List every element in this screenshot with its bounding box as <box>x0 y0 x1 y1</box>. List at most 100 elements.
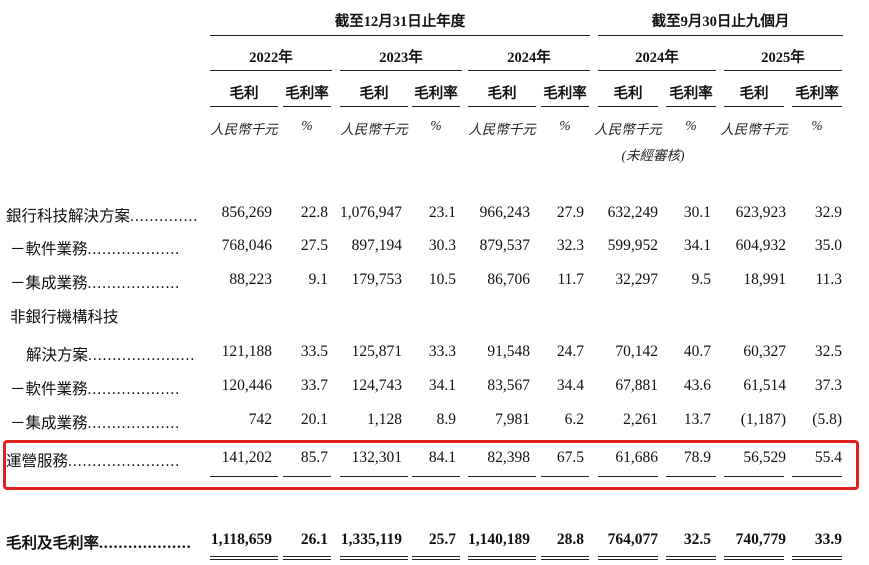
margin-cell: 23.1 <box>428 204 456 221</box>
subtotal-rule <box>412 476 460 477</box>
year-header-2023: 2023年 <box>379 50 423 66</box>
margin-cell: 27.9 <box>556 204 584 221</box>
total-double-rule <box>210 559 278 560</box>
gross-profit-cell: 599,952 <box>607 237 658 254</box>
group-header-year-end-rule <box>210 35 590 36</box>
total-double-rule <box>283 556 331 557</box>
year-rule-2024-9m <box>598 70 716 71</box>
total-double-rule <box>541 556 589 557</box>
gross-profit-cell: 623,923 <box>735 204 786 221</box>
gross-profit-cell: 740,779 <box>735 531 786 548</box>
gross-profit-cell: 1,118,659 <box>210 531 272 548</box>
gross-profit-cell: 86,706 <box>487 271 530 288</box>
margin-cell: 33.5 <box>300 343 328 360</box>
margin-cell: 25.7 <box>428 531 456 548</box>
col-header-margin: 毛利率 <box>795 86 839 102</box>
margin-cell: 13.7 <box>683 411 711 428</box>
row-label: 銀行科技解決方案.............. <box>6 204 198 226</box>
year-rule-2023 <box>340 70 462 71</box>
margin-cell: 32.3 <box>556 237 584 254</box>
row-label-text: －軟件業務 <box>10 241 88 258</box>
unit-percent: % <box>430 118 442 133</box>
leader-dots: .............. <box>130 208 199 225</box>
unit-rmb-thousand: 人民幣千元 <box>210 122 278 137</box>
subtotal-rule <box>283 476 331 477</box>
gross-profit-cell: 764,077 <box>607 531 658 548</box>
margin-cell: 32.5 <box>683 531 711 548</box>
gross-profit-cell: 61,514 <box>743 377 786 394</box>
margin-cell: 22.8 <box>300 204 328 221</box>
margin-cell: 34.1 <box>683 237 711 254</box>
gross-profit-cell: 1,076,947 <box>340 204 402 221</box>
total-double-rule <box>340 559 408 560</box>
gross-profit-cell: 82,398 <box>487 449 530 466</box>
margin-cell: 28.8 <box>556 531 584 548</box>
margin-cell: 32.5 <box>814 343 842 360</box>
margin-cell: 11.3 <box>815 271 842 288</box>
gross-profit-cell: 56,529 <box>743 449 786 466</box>
unit-rmb-thousand: 人民幣千元 <box>720 122 788 137</box>
gross-profit-cell: 1,140,189 <box>468 531 530 548</box>
gross-profit-cell: 88,223 <box>229 271 272 288</box>
group-header-nine-months-rule <box>598 35 843 36</box>
margin-cell: 10.5 <box>428 271 456 288</box>
margin-cell: 55.4 <box>814 449 842 466</box>
row-label: －集成業務................... <box>10 271 180 293</box>
total-double-rule <box>412 559 460 560</box>
unaudited-note: (未經審核) <box>621 148 685 163</box>
leader-dots: ................... <box>99 535 192 552</box>
col-rule <box>340 106 408 107</box>
year-header-2022: 2022年 <box>249 50 293 66</box>
margin-cell: 43.6 <box>683 377 711 394</box>
gross-profit-cell: 604,932 <box>735 237 786 254</box>
year-header-2025-9m: 2025年 <box>761 50 805 66</box>
margin-cell: 84.1 <box>428 449 456 466</box>
gross-profit-cell: 179,753 <box>351 271 402 288</box>
margin-cell: 24.7 <box>556 343 584 360</box>
margin-cell: 34.4 <box>556 377 584 394</box>
gross-profit-cell: 70,142 <box>615 343 658 360</box>
gross-profit-cell: 60,327 <box>743 343 786 360</box>
total-double-rule <box>541 559 589 560</box>
unit-rmb-thousand: 人民幣千元 <box>594 122 662 137</box>
col-rule <box>283 106 331 107</box>
col-header-margin: 毛利率 <box>285 86 329 102</box>
gross-profit-cell: 1,128 <box>367 411 402 428</box>
total-double-rule <box>724 559 784 560</box>
col-rule <box>210 106 278 107</box>
col-rule <box>666 106 716 107</box>
row-label: 運營服務....................... <box>6 449 180 471</box>
leader-dots: ................... <box>87 241 181 258</box>
row-label-text: 解決方案 <box>26 347 89 364</box>
margin-cell: 6.2 <box>564 411 584 428</box>
total-double-rule <box>468 559 536 560</box>
subtotal-rule <box>468 476 536 477</box>
row-label-text: －軟件業務 <box>10 381 88 398</box>
margin-cell: 27.5 <box>300 237 328 254</box>
unit-percent: % <box>811 118 823 133</box>
margin-cell: 33.7 <box>300 377 328 394</box>
unit-percent: % <box>559 118 571 133</box>
row-label-text: 銀行科技解決方案 <box>6 208 131 225</box>
total-double-rule <box>598 559 658 560</box>
col-header-margin: 毛利率 <box>669 86 713 102</box>
total-double-rule <box>412 556 460 557</box>
row-label: －集成業務................... <box>10 411 180 433</box>
total-double-rule <box>666 559 716 560</box>
group-header-year-end: 截至12月31日止年度 <box>334 14 466 30</box>
margin-cell: 9.5 <box>691 271 711 288</box>
unit-rmb-thousand: 人民幣千元 <box>468 122 536 137</box>
margin-cell: 67.5 <box>556 449 584 466</box>
subtotal-rule <box>598 476 658 477</box>
gross-profit-cell: 742 <box>248 411 272 428</box>
total-double-rule <box>210 556 278 557</box>
margin-cell: 33.3 <box>428 343 456 360</box>
gross-profit-cell: 632,249 <box>607 204 658 221</box>
margin-cell: 26.1 <box>300 531 328 548</box>
row-label-text: 毛利及毛利率 <box>6 535 100 552</box>
col-header-margin: 毛利率 <box>414 86 458 102</box>
margin-cell: 11.7 <box>557 271 584 288</box>
row-label: 非銀行機構科技 <box>10 305 119 327</box>
col-header-gross-profit: 毛利 <box>359 86 389 102</box>
col-header-gross-profit: 毛利 <box>613 86 643 102</box>
